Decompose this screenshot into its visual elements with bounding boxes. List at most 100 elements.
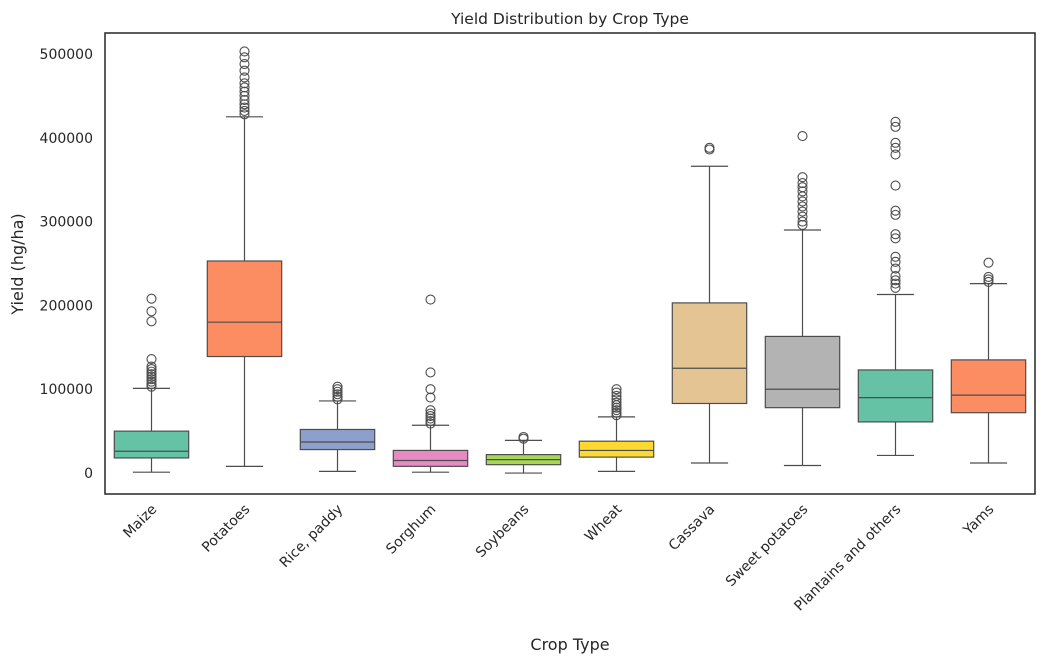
outlier-point [890, 180, 901, 191]
outlier-point [332, 394, 343, 405]
outlier-point [239, 52, 250, 63]
y-axis-label: Yield (hg/ha) [8, 213, 27, 315]
outlier-point [983, 274, 994, 285]
outlier-point [611, 394, 622, 405]
outlier-point [611, 384, 622, 395]
outlier-point [890, 256, 901, 267]
x-tick-label: Sweet potatoes [723, 502, 811, 590]
box [113, 430, 190, 459]
box-group [857, 116, 934, 457]
outlier-point [239, 86, 250, 97]
outlier-point [611, 387, 622, 398]
outlier-point [890, 251, 901, 262]
outlier-point [332, 391, 343, 402]
outlier-point [425, 405, 436, 416]
box [299, 428, 376, 451]
outlier-point [518, 431, 529, 443]
outlier-point [146, 293, 157, 304]
box [950, 359, 1027, 414]
outlier-point [797, 172, 808, 183]
outlier-point [239, 78, 250, 89]
outlier-point [797, 196, 808, 207]
outlier-point [425, 408, 436, 419]
outlier-point [239, 109, 250, 120]
outlier-point [890, 116, 901, 127]
outlier-point [611, 410, 622, 421]
outlier-point [890, 233, 901, 244]
outlier-point [611, 405, 622, 416]
box-group [485, 431, 562, 474]
outlier-point [425, 416, 436, 427]
x-tick-label: Yams [960, 502, 998, 540]
box [857, 369, 934, 423]
y-tick-label: 500000 [40, 47, 93, 63]
outlier-point [797, 182, 808, 193]
box-group [113, 293, 190, 473]
outlier-point [425, 367, 436, 378]
outlier-point [239, 58, 250, 70]
plot-area: 0 100000 200000 300000 400000 500000 Maize Pota… [40, 32, 1036, 615]
x-tick-label: Cassava [666, 502, 719, 555]
outlier-point [239, 82, 250, 93]
outlier-point [146, 374, 157, 385]
outlier-point [890, 278, 901, 289]
outlier-point [146, 361, 157, 372]
outlier-point [611, 402, 622, 413]
box-group [671, 142, 748, 464]
outlier-point [146, 371, 157, 382]
outlier-point [239, 72, 250, 83]
x-axis-label: Crop Type [530, 635, 609, 654]
outlier-point [983, 257, 994, 268]
outlier-point [425, 384, 436, 395]
outlier-point [797, 206, 808, 217]
outlier-point [890, 229, 901, 240]
outlier-point [797, 201, 808, 212]
x-tick-label: Soybeans [473, 502, 532, 561]
outlier-point [239, 95, 250, 106]
outlier-point [890, 275, 901, 286]
outlier-point [425, 418, 436, 429]
x-tick-label: Potatoes [199, 502, 253, 556]
outlier-point [146, 379, 157, 390]
y-tick-label: 400000 [40, 131, 93, 147]
outlier-point [983, 276, 994, 287]
box [671, 302, 748, 405]
outlier-point [890, 282, 901, 293]
outlier-point [797, 216, 808, 227]
outlier-point [890, 142, 901, 153]
y-tick-label: 200000 [40, 298, 93, 314]
outlier-point [146, 316, 157, 327]
box-group [206, 46, 283, 467]
outlier-point [239, 90, 250, 101]
outlier-point [425, 294, 436, 305]
outlier-point [146, 354, 157, 365]
outlier-point [797, 177, 808, 189]
outlier-point [146, 381, 157, 392]
outlier-point [332, 384, 343, 395]
outlier-point [704, 142, 715, 153]
outlier-point [146, 369, 157, 380]
outlier-point [890, 209, 901, 220]
box-group [950, 257, 1027, 464]
outlier-point [611, 390, 622, 401]
x-tick-label: Rice, paddy [277, 502, 347, 572]
outlier-point [890, 149, 901, 160]
outlier-point [797, 131, 808, 142]
outlier-point [332, 381, 343, 392]
outlier-point [425, 413, 436, 424]
outlier-point [890, 137, 901, 148]
outlier-point [983, 271, 994, 282]
box-group [764, 131, 841, 467]
box-group [578, 384, 655, 472]
outlier-point [797, 186, 808, 197]
outlier-point [146, 366, 157, 377]
box [392, 449, 469, 467]
box [578, 440, 655, 458]
outlier-point [239, 65, 250, 76]
y-tick-label: 300000 [40, 215, 93, 231]
x-tick-label: Sorghum [383, 502, 439, 558]
outlier-point [332, 389, 343, 400]
x-tick-label: Maize [120, 502, 160, 542]
x-tick-label: Plantains and others [791, 502, 904, 615]
